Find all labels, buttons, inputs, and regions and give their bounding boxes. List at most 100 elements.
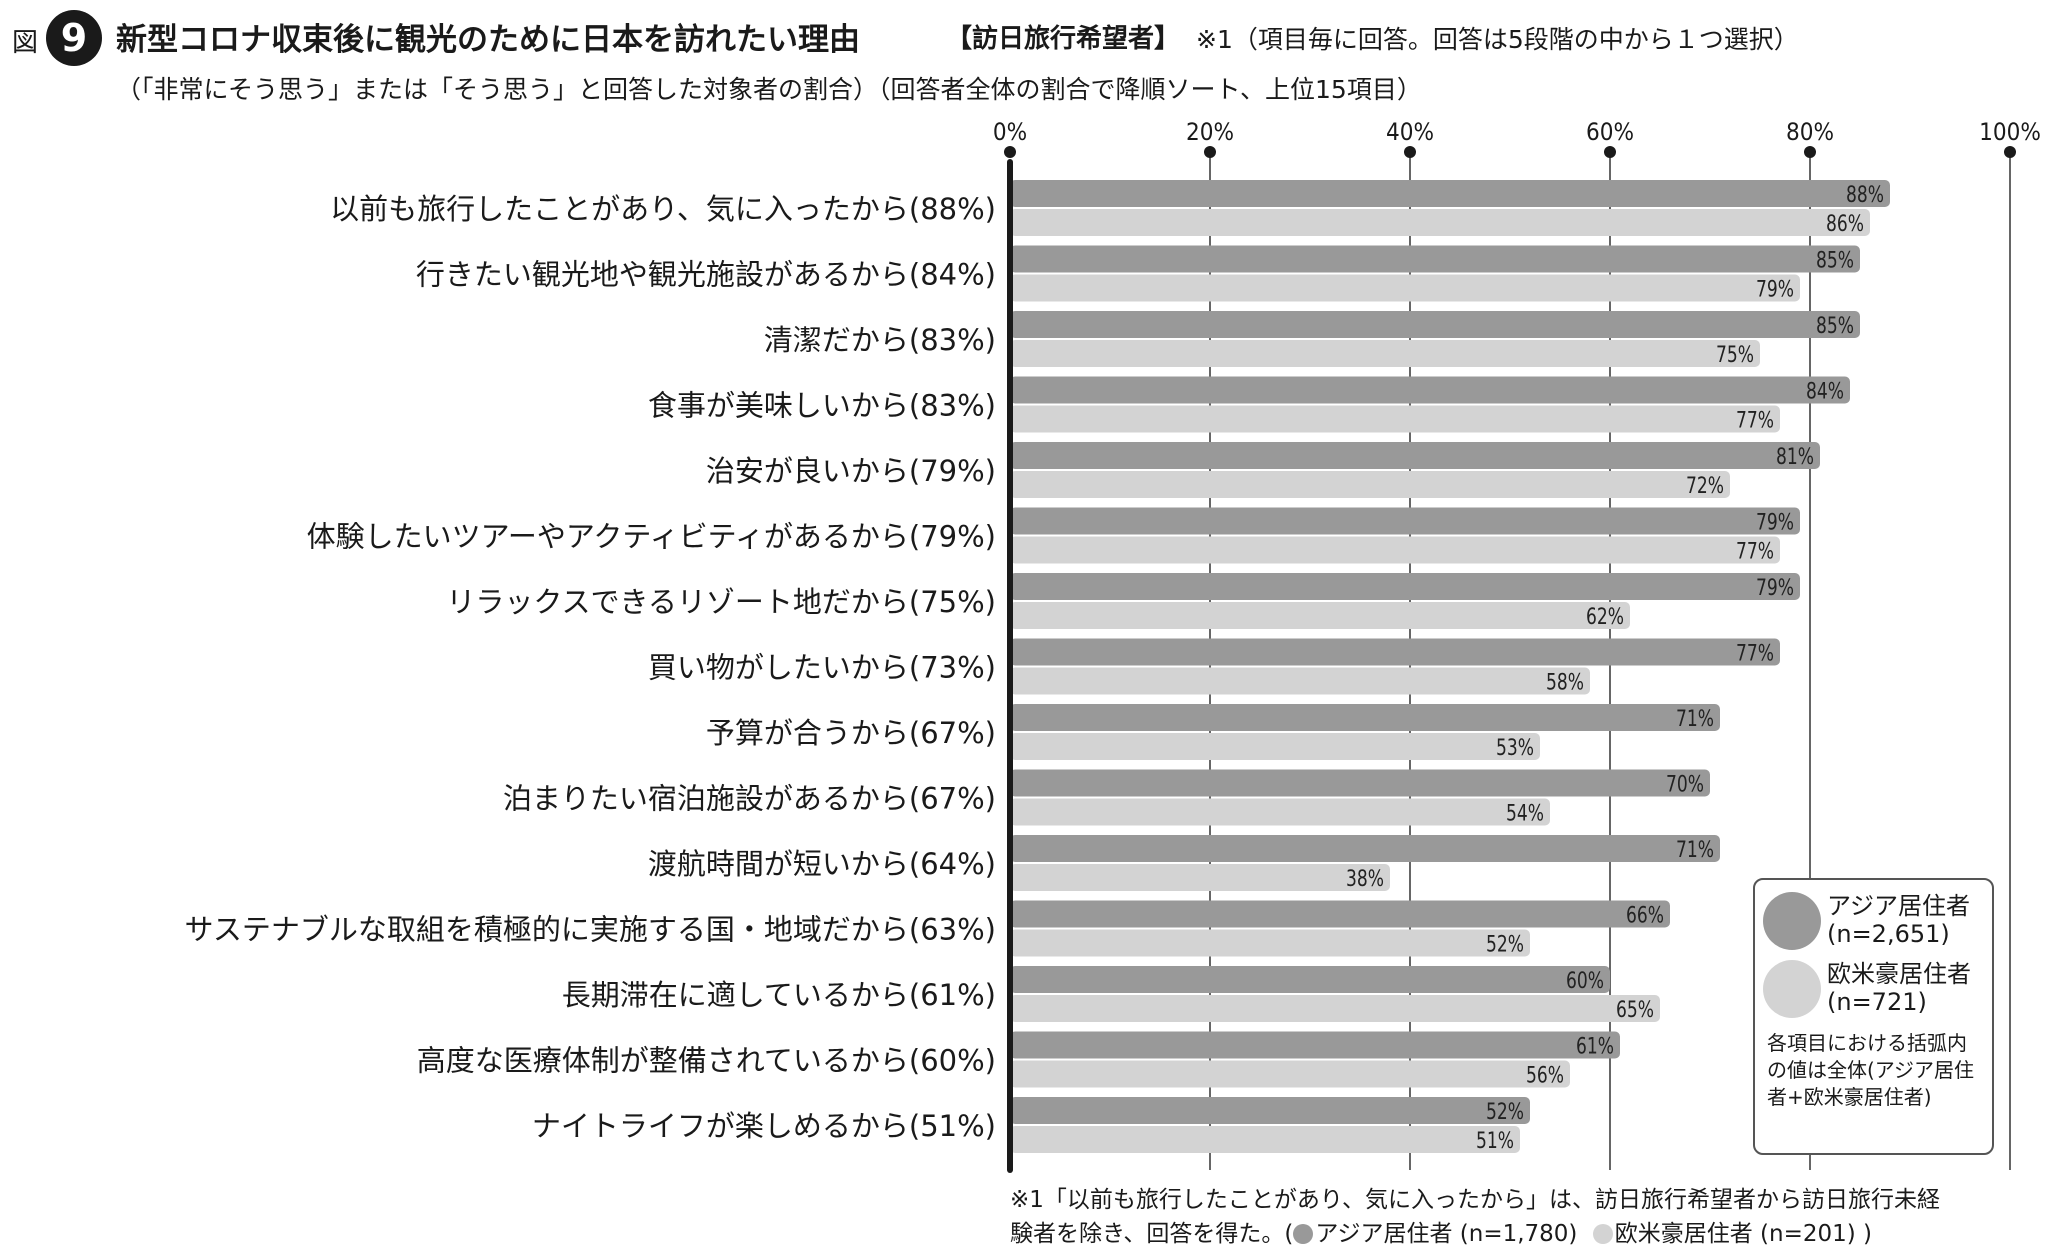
data-label: 62% bbox=[1586, 605, 1624, 630]
data-label: 61% bbox=[1576, 1035, 1614, 1060]
data-label: 38% bbox=[1346, 867, 1384, 892]
bar-west bbox=[1010, 798, 1550, 826]
legend-label-asia: アジア居住者 (n=2,651) bbox=[1827, 892, 1971, 948]
tick-dot bbox=[1204, 146, 1216, 158]
data-label: 72% bbox=[1686, 474, 1724, 499]
chart-title: 新型コロナ収束後に観光のために日本を訪れたい理由 bbox=[116, 22, 860, 58]
category-label: サステナブルな取組を積極的に実施する国・地域だから(63%) bbox=[184, 913, 996, 947]
category-label: 買い物がしたいから(73%) bbox=[648, 651, 996, 685]
bar-asia bbox=[1010, 1031, 1620, 1059]
tick-label: 60% bbox=[1586, 118, 1634, 146]
footnote-asia-note: アジア居住者 (n=1,780) bbox=[1315, 1221, 1578, 1247]
bar-asia bbox=[1010, 573, 1800, 600]
category-label: 長期滞在に適しているから(61%) bbox=[562, 978, 996, 1012]
tick-label: 40% bbox=[1386, 118, 1434, 146]
footnote-west-dot bbox=[1592, 1224, 1613, 1244]
bar-asia bbox=[1010, 180, 1890, 207]
category-label: 体験したいツアーやアクティビティがあるから(79%) bbox=[307, 520, 996, 554]
category-label: 清潔だから(83%) bbox=[764, 323, 996, 357]
tick-dot bbox=[1004, 146, 1016, 158]
data-label: 51% bbox=[1476, 1129, 1514, 1154]
tick-dot bbox=[1604, 146, 1616, 158]
category-label: リラックスできるリゾート地だから(75%) bbox=[446, 585, 996, 619]
legend-label-west: 欧米豪居住者 (n=721) bbox=[1827, 960, 1971, 1016]
tick-label: 20% bbox=[1186, 118, 1234, 146]
bar-asia bbox=[1010, 311, 1860, 338]
data-label: 86% bbox=[1826, 212, 1864, 237]
data-label: 79% bbox=[1756, 576, 1794, 601]
bar-west bbox=[1010, 733, 1540, 760]
category-label: 以前も旅行したことがあり、気に入ったから(88%) bbox=[330, 192, 996, 226]
legend-swatch-asia bbox=[1763, 892, 1821, 950]
tick-label: 0% bbox=[993, 118, 1027, 146]
category-label: 予算が合うから(67%) bbox=[706, 716, 996, 750]
figure-label: 図 bbox=[12, 28, 39, 58]
bar-west bbox=[1010, 340, 1760, 367]
data-label: 52% bbox=[1486, 1100, 1524, 1125]
data-label: 81% bbox=[1776, 445, 1814, 470]
bar-asia bbox=[1010, 638, 1780, 666]
bar-west bbox=[1010, 274, 1800, 302]
bar-west bbox=[1010, 471, 1730, 498]
category-label: 治安が良いから(79%) bbox=[706, 454, 996, 488]
footnote-line-1: ※1「以前も旅行したことがあり、気に入ったから」は、訪日旅行希望者から訪日旅行未… bbox=[1010, 1187, 1940, 1213]
chart-title-note: ※1（項目毎に回答。回答は5段階の中から１つ選択） bbox=[1196, 25, 1799, 54]
bar-west bbox=[1010, 929, 1530, 957]
tick-label: 80% bbox=[1786, 118, 1834, 146]
data-label: 58% bbox=[1546, 671, 1584, 696]
legend: アジア居住者 (n=2,651) 欧米豪居住者 (n=721) 各項目における括… bbox=[1753, 878, 1994, 1155]
data-label: 85% bbox=[1816, 249, 1854, 274]
category-label: 泊まりたい宿泊施設があるから(67%) bbox=[503, 782, 996, 816]
tick-label: 100% bbox=[1979, 118, 2041, 146]
data-label: 71% bbox=[1676, 707, 1714, 732]
bar-west bbox=[1010, 1126, 1520, 1153]
data-label: 79% bbox=[1756, 278, 1794, 303]
bar-west bbox=[1010, 1060, 1570, 1088]
bar-west bbox=[1010, 209, 1870, 236]
data-label: 66% bbox=[1626, 904, 1664, 929]
category-label: 食事が美味しいから(83%) bbox=[648, 389, 996, 423]
bar-west bbox=[1010, 864, 1390, 891]
footnote-prefix: 験者を除き、回答を得た。( bbox=[1010, 1221, 1294, 1247]
tick-dot bbox=[2004, 146, 2016, 158]
data-label: 85% bbox=[1816, 314, 1854, 339]
data-label: 65% bbox=[1616, 998, 1654, 1023]
chart-subtitle: （「非常にそう思う」または「そう思う」と回答した対象者の割合）（回答者全体の割合… bbox=[116, 75, 1422, 104]
footnote-west-note: 欧米豪居住者 (n=201) ) bbox=[1614, 1221, 1873, 1247]
category-label: 渡航時間が短いから(64%) bbox=[648, 847, 996, 881]
chart-title-tag: 【訪日旅行希望者】 bbox=[946, 24, 1181, 54]
data-label: 52% bbox=[1486, 933, 1524, 958]
data-label: 75% bbox=[1716, 343, 1754, 368]
footnote-asia-dot bbox=[1293, 1224, 1314, 1244]
data-label: 60% bbox=[1566, 969, 1604, 994]
bar-west bbox=[1010, 536, 1780, 564]
bar-west bbox=[1010, 405, 1780, 433]
bar-asia bbox=[1010, 835, 1720, 862]
bar-asia bbox=[1010, 245, 1860, 273]
category-label: 高度な医療体制が整備されているから(60%) bbox=[417, 1044, 996, 1078]
bar-asia bbox=[1010, 376, 1850, 404]
data-label: 77% bbox=[1736, 540, 1774, 565]
bar-asia bbox=[1010, 442, 1820, 469]
bar-asia bbox=[1010, 1097, 1530, 1124]
bar-asia bbox=[1010, 769, 1710, 797]
bar-west bbox=[1010, 667, 1590, 695]
data-label: 84% bbox=[1806, 380, 1844, 405]
category-label: ナイトライフが楽しめるから(51%) bbox=[532, 1109, 996, 1143]
tick-dot bbox=[1404, 146, 1416, 158]
legend-note: 各項目における括弧内の値は全体(アジア居住者+欧米豪居住者) bbox=[1767, 1031, 1975, 1109]
bar-asia bbox=[1010, 900, 1670, 928]
bar-west bbox=[1010, 995, 1660, 1022]
figure-number-badge: 9 bbox=[46, 10, 102, 66]
data-label: 79% bbox=[1756, 511, 1794, 536]
bar-asia bbox=[1010, 507, 1800, 535]
data-label: 77% bbox=[1736, 409, 1774, 434]
data-label: 88% bbox=[1846, 183, 1884, 208]
bar-asia bbox=[1010, 704, 1720, 731]
data-label: 54% bbox=[1506, 802, 1544, 827]
category-label: 行きたい観光地や観光施設があるから(84%) bbox=[416, 258, 996, 292]
data-label: 56% bbox=[1526, 1064, 1564, 1089]
tick-dot bbox=[1804, 146, 1816, 158]
data-label: 71% bbox=[1676, 838, 1714, 863]
